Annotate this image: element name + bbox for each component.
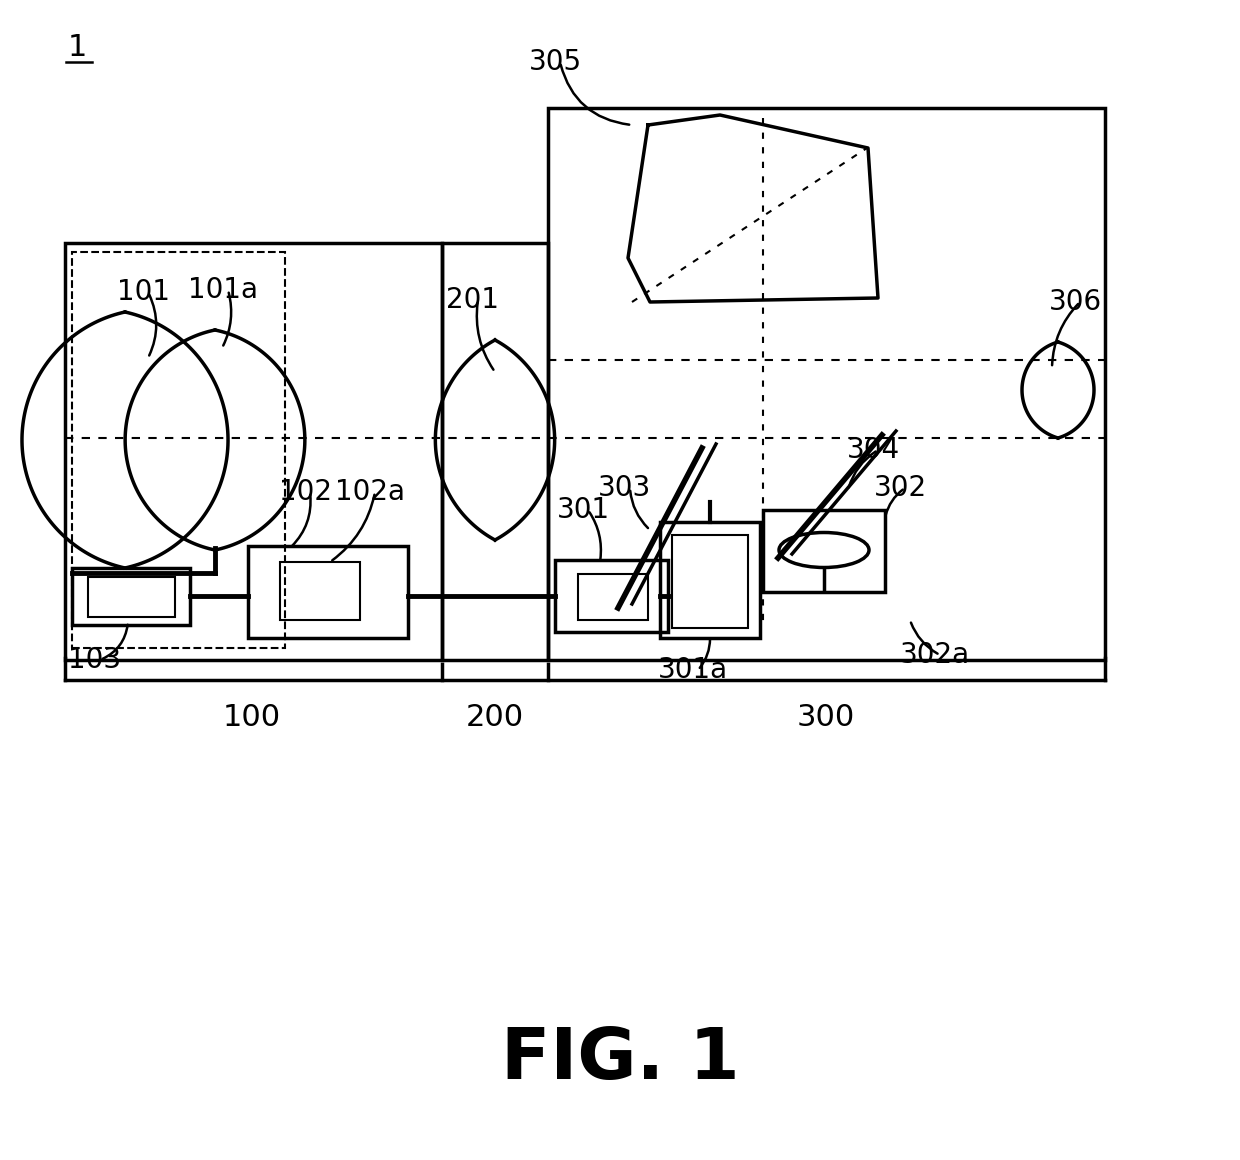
- Text: 301: 301: [557, 496, 610, 524]
- Text: 102a: 102a: [335, 478, 405, 506]
- Text: 305: 305: [528, 48, 582, 77]
- Text: 102: 102: [279, 478, 331, 506]
- Text: 300: 300: [797, 703, 856, 732]
- Text: 100: 100: [223, 703, 281, 732]
- Text: 201: 201: [446, 287, 500, 314]
- Text: 302: 302: [873, 474, 926, 502]
- Text: 101: 101: [117, 278, 170, 306]
- Text: 200: 200: [466, 703, 525, 732]
- Text: 1: 1: [68, 34, 87, 63]
- Text: FIG. 1: FIG. 1: [501, 1025, 739, 1095]
- Text: 101a: 101a: [188, 276, 258, 304]
- Text: 306: 306: [1049, 288, 1101, 316]
- Text: 303: 303: [599, 474, 652, 502]
- Text: 301a: 301a: [658, 657, 728, 684]
- Text: 302a: 302a: [900, 641, 970, 669]
- Text: 103: 103: [68, 646, 122, 674]
- Text: 304: 304: [847, 436, 899, 464]
